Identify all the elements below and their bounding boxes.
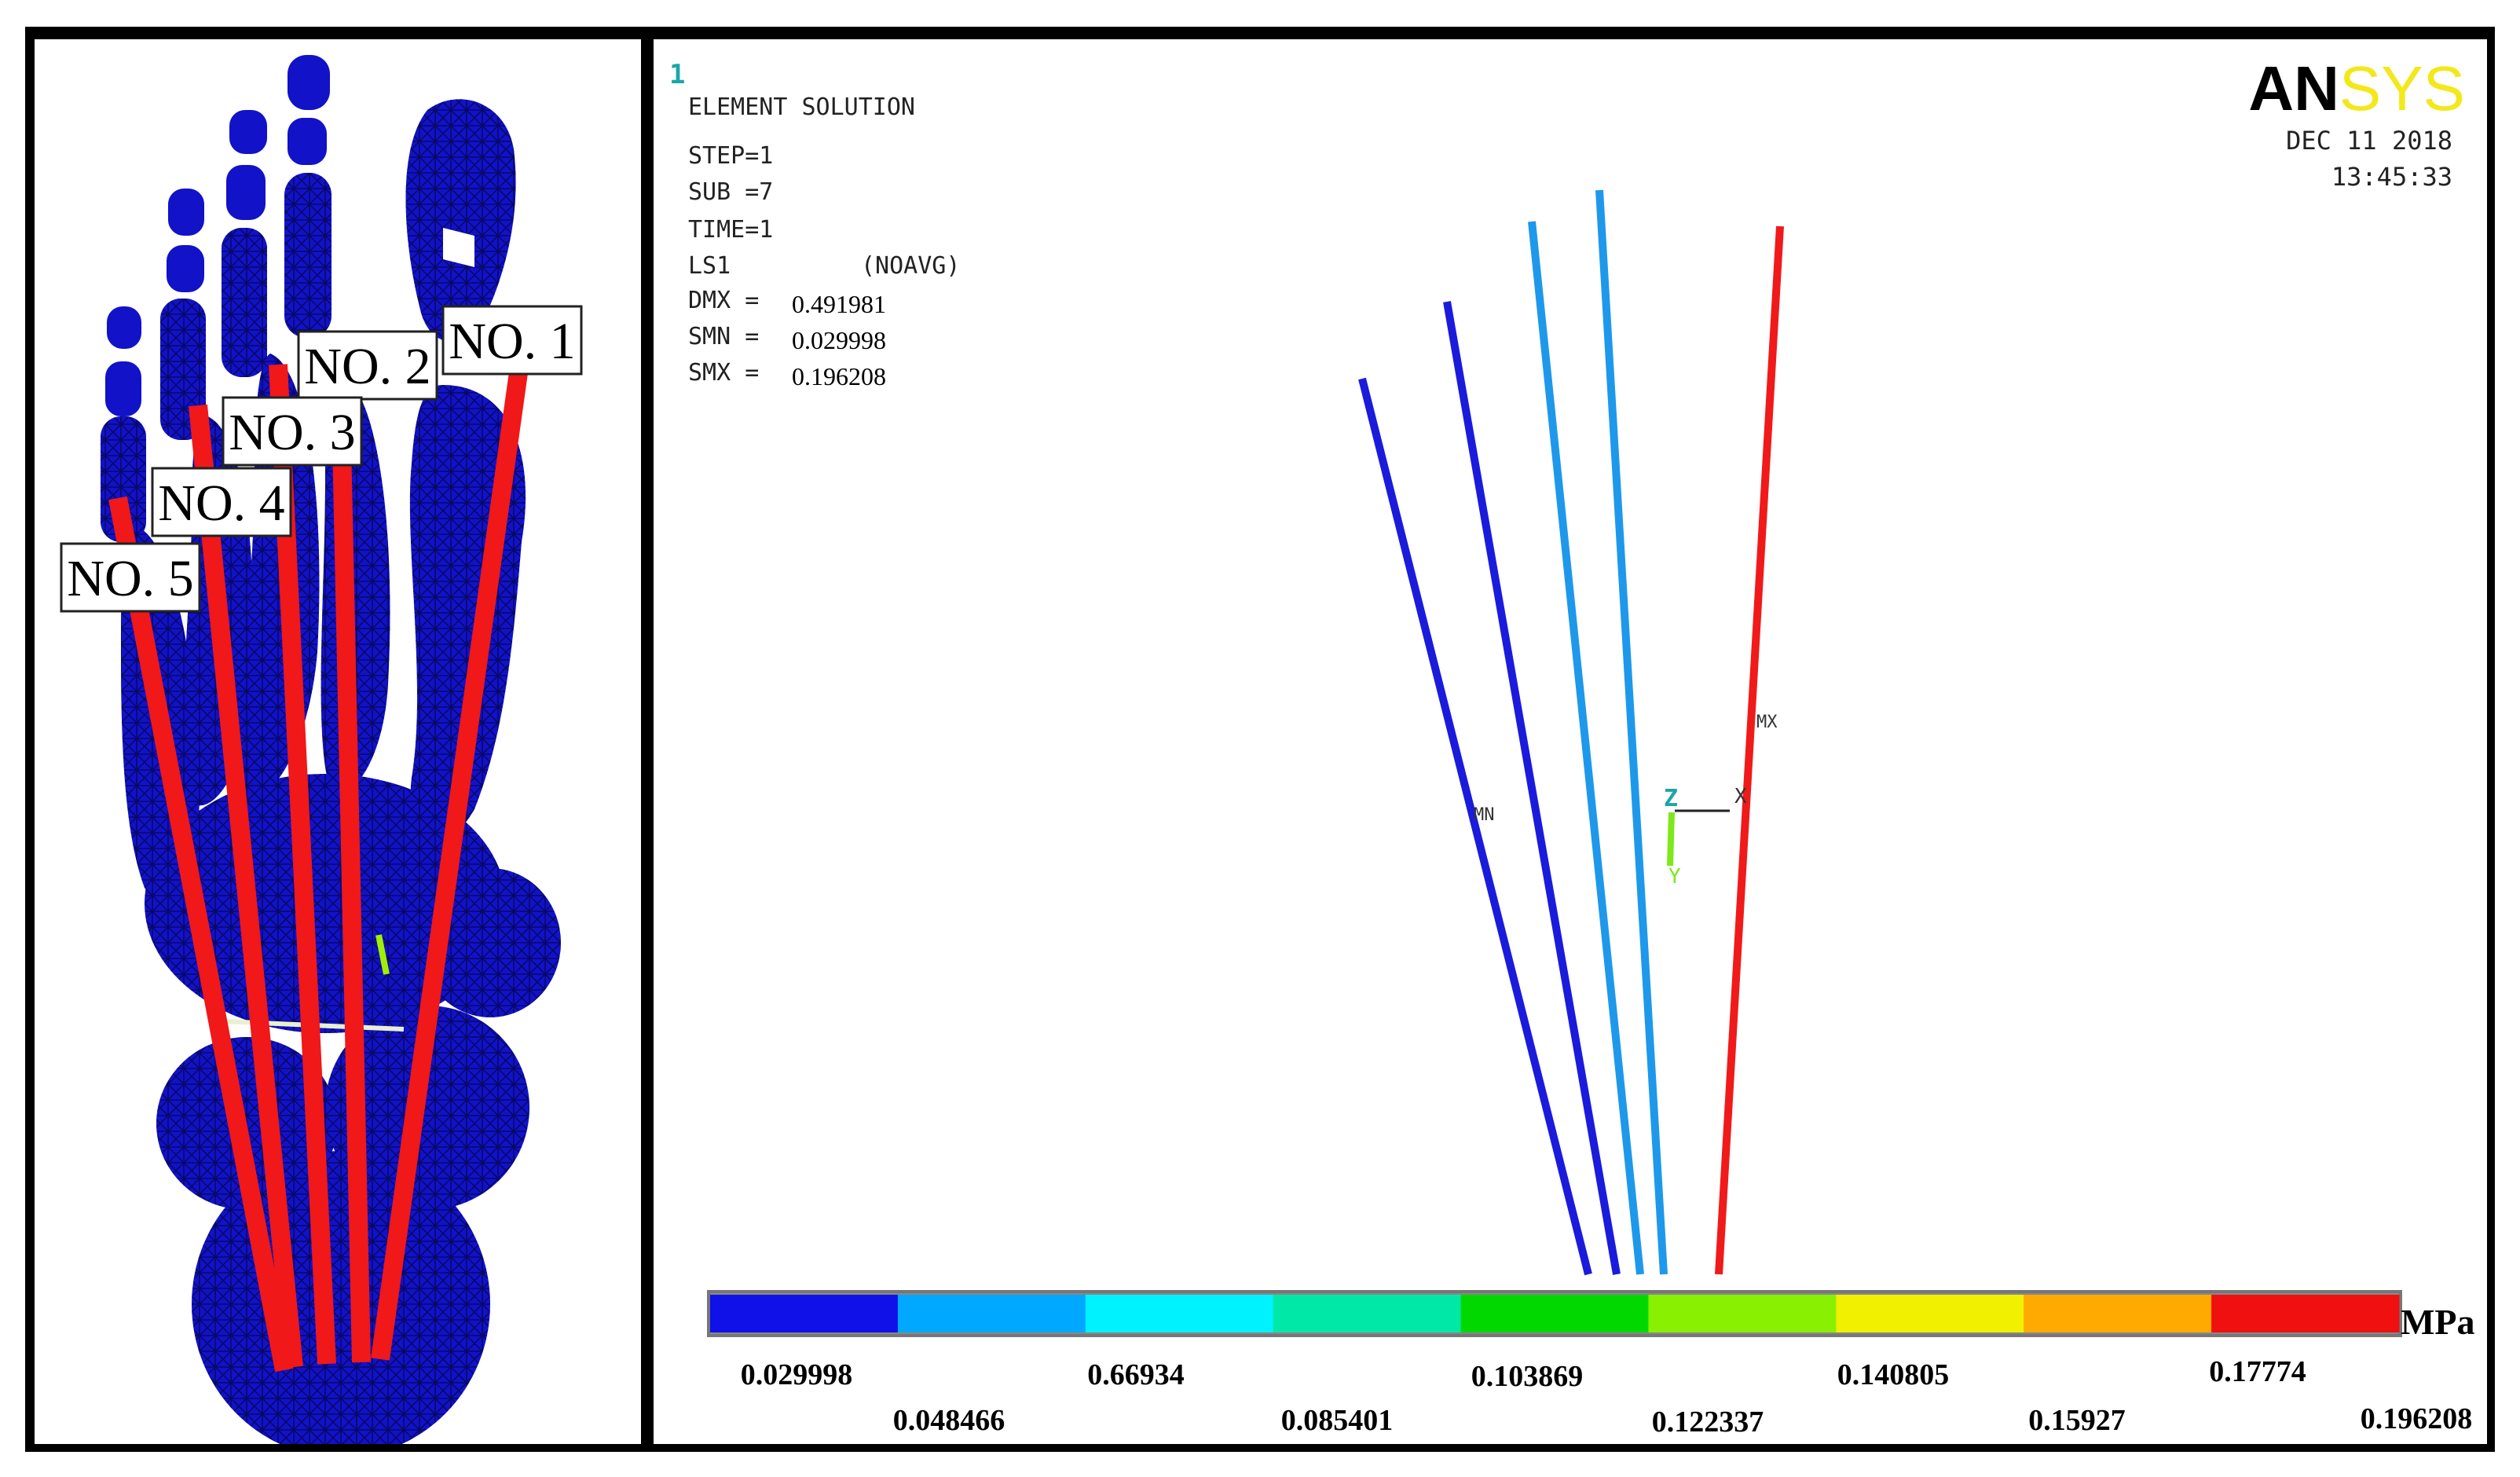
beam-line-1 [1715,225,1784,1275]
axis-z-label: Z [1664,785,1678,812]
foot-model-drawing: NO. 1 NO. 2 NO. 3 NO. 4 NO. 5 [60,55,583,1444]
info-smx-value: 0.196208 [792,362,886,390]
scale-top-2: 0.66934 [1087,1358,1185,1391]
beam-line-3 [1528,221,1644,1275]
ansys-result-panel: 1 ELEMENT SOLUTION STEP=1 SUB =7 TIME=1 … [654,39,2487,1444]
unit-label: MPa [2401,1302,2475,1342]
color-bar-cell-3 [1085,1295,1274,1332]
info-time: TIME=1 [688,216,773,244]
metatarsal-line-2 [330,332,371,1363]
color-scale-bar [707,1290,2402,1337]
beam-line-2 [1595,189,1668,1275]
logo-an: AN [2248,53,2339,123]
info-smn-label: SMN = [688,323,759,350]
label-no2-text: NO. 2 [304,338,430,395]
color-bar-cell-5 [1460,1295,1649,1332]
scale-top-5: 0.17774 [2209,1355,2306,1388]
color-bar-cell-2 [897,1295,1086,1332]
label-no5-text: NO. 5 [67,550,193,607]
axis-x-label: X [1734,785,1747,808]
info-noavg: (NOAVG) [861,252,960,280]
scale-bottom-4: 0.15927 [2028,1404,2126,1437]
logo-sys: SYS [2339,53,2465,123]
mx-marker: MX [1756,713,1778,732]
label-no4: NO. 4 [151,467,292,537]
color-bar-cell-6 [1648,1295,1837,1332]
metatarsal-labels: NO. 1 NO. 2 NO. 3 NO. 4 NO. 5 [60,305,583,613]
label-no3: NO. 3 [222,396,363,467]
color-bar-cell-4 [1273,1295,1462,1332]
metatarsal-line-1 [371,360,529,1361]
info-ls1: LS1 [688,252,731,280]
scale-bottom-5: 0.196208 [2361,1402,2473,1435]
beam-line-5 [1358,377,1592,1276]
scale-top-3: 0.103869 [1471,1360,1584,1393]
label-no5: NO. 5 [60,542,201,613]
label-no1: NO. 1 [441,305,583,376]
info-dmx-value: 0.491981 [792,290,886,318]
label-no2: NO. 2 [297,330,438,401]
beam-lines [1358,189,1784,1276]
solution-info: ELEMENT SOLUTION STEP=1 SUB =7 TIME=1 LS… [688,93,960,387]
info-smx-label: SMX = [688,359,759,387]
info-title: ELEMENT SOLUTION [688,93,915,121]
ansys-result-drawing: 1 ELEMENT SOLUTION STEP=1 SUB =7 TIME=1 … [669,53,2475,1439]
info-smn-value: 0.029998 [792,326,886,354]
svg-text:ANSYS: ANSYS [2248,53,2465,123]
scale-bottom-2: 0.085401 [1281,1404,1394,1437]
ansys-logo: ANSYS [2248,53,2465,123]
scale-bottom-1: 0.048466 [893,1404,1005,1437]
scale-bottom-3: 0.122337 [1652,1406,1764,1439]
foot-model-panel: NO. 1 NO. 2 NO. 3 NO. 4 NO. 5 [35,39,641,1444]
scale-top-4: 0.140805 [1837,1358,1950,1391]
color-bar-cell-1 [710,1295,899,1332]
color-bar-cell-7 [1836,1295,2024,1332]
metatarsal-line-4 [189,404,303,1369]
metatarsal-line-5 [108,496,294,1373]
solution-time: 13:45:33 [2331,162,2452,192]
axis-triad: Z X Y [1664,785,1747,889]
info-sub: SUB =7 [688,178,773,206]
scale-top-1: 0.029998 [741,1358,853,1391]
info-step: STEP=1 [688,142,773,170]
mn-marker: MN [1474,805,1495,825]
info-dmx-label: DMX = [688,287,759,314]
solution-date: DEC 11 2018 [2286,126,2452,156]
label-no3-text: NO. 3 [229,404,355,461]
window-number: 1 [669,59,685,90]
color-bar-cell-8 [2024,1295,2212,1332]
beam-line-4 [1443,301,1621,1275]
label-no1-text: NO. 1 [449,313,575,370]
color-bar-cell-9 [2211,1295,2400,1332]
scale-labels: 0.029998 0.66934 0.103869 0.140805 0.177… [741,1355,2473,1439]
label-no4-text: NO. 4 [158,475,284,532]
axis-y-label: Y [1668,865,1681,889]
